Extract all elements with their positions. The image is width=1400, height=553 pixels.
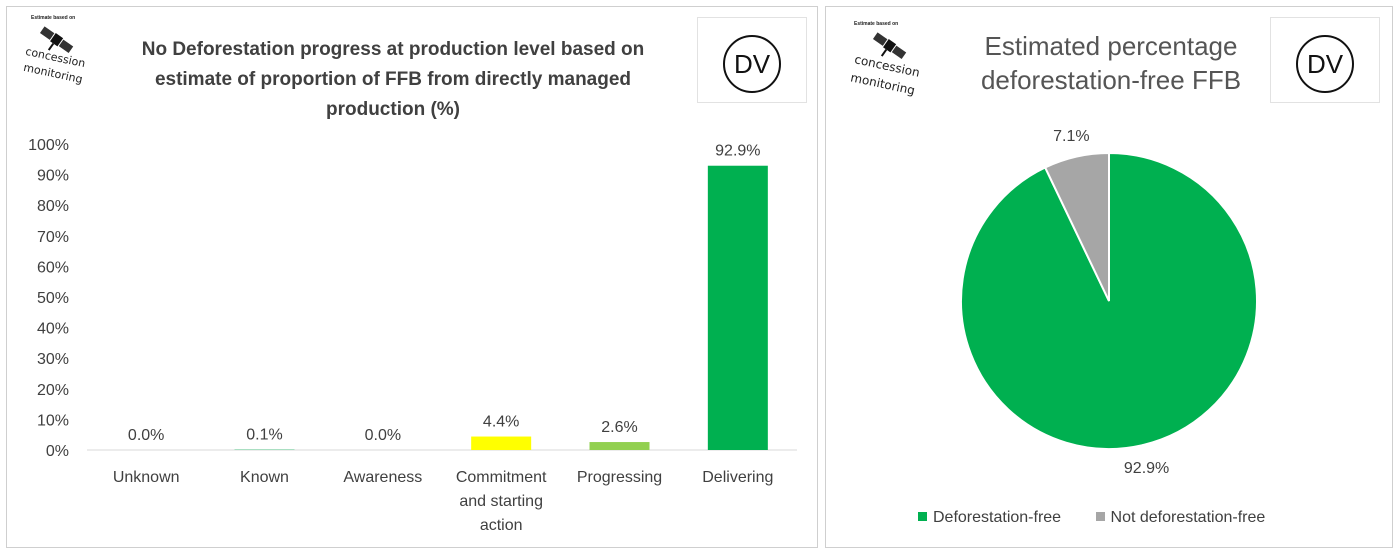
- pie-title-line-1: Estimated percentage: [984, 31, 1238, 61]
- dv-badge-box: DV: [1270, 17, 1380, 103]
- x-tick-label: Awareness: [343, 469, 422, 486]
- bar-chart-panel: Estimate based on concession monitoring …: [6, 6, 818, 548]
- x-tick-label: Progressing: [577, 469, 662, 486]
- y-tick-label: 100%: [28, 137, 69, 154]
- pie-legend: Deforestation-free Not deforestation-fre…: [918, 509, 1265, 527]
- bar: [471, 436, 532, 450]
- legend-swatch: [918, 512, 927, 521]
- bar-chart: 0% 10% 20% 30% 40% 50% 60% 70% 80% 90% 100% 0.0% Unk…: [28, 137, 797, 534]
- y-tick-label: 60%: [37, 259, 69, 276]
- legend-label: Deforestation-free: [933, 509, 1062, 526]
- pie-chart: 92.9% 7.1%: [960, 128, 1258, 477]
- dv-badge: DV: [1296, 35, 1354, 93]
- pie-chart-panel: Estimate based on concession monitoring …: [825, 6, 1393, 548]
- legend-item-deforestation-free: Deforestation-free: [918, 509, 1066, 526]
- legend-swatch: [1095, 512, 1105, 521]
- dv-badge-box: DV: [697, 17, 807, 103]
- x-tick-label: Unknown: [113, 469, 180, 486]
- x-tick-label: Delivering: [702, 469, 773, 486]
- legend-item-not-deforestation-free: Not deforestation-free: [1095, 509, 1266, 526]
- logo-caption: Estimate based on: [31, 15, 76, 21]
- x-tick-label: Commitment: [456, 469, 547, 486]
- satellite-icon: [872, 32, 907, 60]
- x-tick-label: Known: [240, 469, 289, 486]
- y-tick-label: 0%: [46, 443, 69, 460]
- y-tick-label: 40%: [37, 321, 69, 338]
- data-label: 0.0%: [365, 427, 401, 444]
- y-tick-label: 10%: [37, 412, 69, 429]
- pie-title-line-2: deforestation-free FFB: [980, 65, 1242, 95]
- data-label: 2.6%: [601, 419, 637, 436]
- data-label: 0.1%: [246, 427, 282, 444]
- data-label: 92.9%: [1124, 460, 1169, 477]
- data-label: 92.9%: [715, 143, 760, 160]
- y-tick-label: 30%: [37, 351, 69, 368]
- data-label: 0.0%: [128, 427, 164, 444]
- y-tick-label: 90%: [37, 168, 69, 185]
- data-label: 4.4%: [483, 414, 519, 431]
- pie-slice: [1043, 151, 1110, 302]
- satellite-icon: [39, 26, 74, 54]
- pie-title: Estimated percentage deforestation-free …: [956, 29, 1266, 97]
- logo-caption: Estimate based on: [854, 21, 899, 27]
- x-tick-label: and starting: [459, 493, 543, 510]
- chart-title: No Deforestation progress at production …: [141, 39, 645, 120]
- legend-label: Not deforestation-free: [1110, 509, 1266, 526]
- bar: [589, 442, 650, 450]
- concession-monitoring-logo: Estimate based on concession monitoring: [840, 21, 940, 101]
- y-tick-label: 70%: [37, 229, 69, 246]
- dv-badge: DV: [723, 35, 781, 93]
- data-label: 7.1%: [1053, 128, 1089, 145]
- x-tick-label: action: [480, 517, 523, 534]
- y-tick-label: 80%: [37, 198, 69, 215]
- y-tick-label: 50%: [37, 290, 69, 307]
- bar: [707, 165, 768, 450]
- concession-monitoring-logo: Estimate based on concession monitoring: [21, 15, 101, 95]
- y-tick-label: 20%: [37, 382, 69, 399]
